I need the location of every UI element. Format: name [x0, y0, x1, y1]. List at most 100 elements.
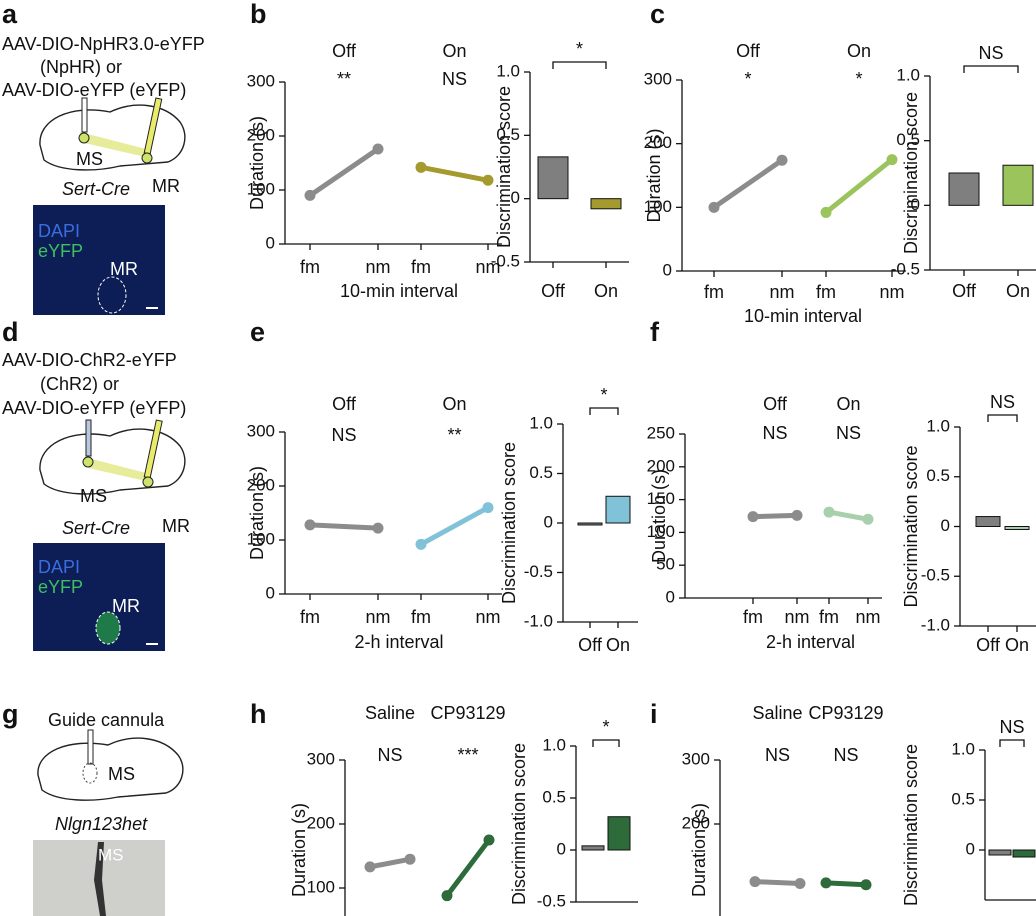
mean-point: [372, 522, 384, 534]
y-axis-label: Discrimination score: [509, 743, 529, 905]
bar: [581, 845, 605, 851]
mean-line: [828, 509, 869, 522]
y-tick-label: 0.5: [951, 789, 975, 808]
region: MS: [76, 149, 103, 169]
x-tick-label: nm: [769, 282, 794, 302]
image-label: DAPI: [38, 221, 80, 241]
y-tick-label: 100: [247, 179, 275, 198]
significance-bracket: [987, 414, 1018, 422]
y-tick-label: 0: [266, 583, 275, 602]
panel-label: d: [2, 317, 19, 347]
y-tick-label: -1.0: [921, 615, 950, 634]
x-tick-label: nm: [784, 607, 809, 627]
image-label: eYFP: [38, 241, 83, 261]
x-axis-label: 2-h interval: [354, 632, 443, 652]
x-tick-label: On: [606, 635, 630, 655]
y-tick-label: 0: [557, 839, 566, 858]
x-tick-label: nm: [475, 257, 500, 277]
bar: [988, 849, 1012, 856]
mean-point: [404, 853, 416, 865]
region: MR: [162, 516, 190, 536]
x-tick-label: Off: [578, 635, 603, 655]
y-axis-label: Duration (s): [649, 469, 669, 563]
bar: [948, 172, 980, 206]
x-tick-label: On: [1006, 281, 1030, 301]
x-tick-label: fm: [743, 607, 763, 627]
y-tick-label: 0.5: [496, 125, 520, 144]
y-axis-label: Duration (s): [247, 466, 267, 560]
group-label: Saline: [752, 703, 802, 723]
y-axis-label: Discrimination score: [901, 92, 921, 254]
mean-point: [860, 879, 872, 891]
y-tick-label: -0.5: [524, 562, 553, 581]
group-label: On: [836, 394, 860, 414]
panel-label: f: [650, 317, 660, 347]
y-tick-label: 0.5: [529, 463, 553, 482]
panel-label: c: [650, 0, 665, 29]
y-tick-label: 0.5: [896, 130, 920, 149]
y-tick-label: 300: [247, 421, 275, 440]
micrograph: [33, 205, 165, 315]
y-tick-label: 1.0: [926, 416, 950, 435]
y-tick-label: 200: [247, 475, 275, 494]
mean-point: [862, 513, 874, 525]
y-axis-label: Discrimination score: [494, 86, 514, 248]
panel-label: i: [650, 699, 658, 729]
y-tick-label: 1.0: [542, 735, 566, 754]
bar: [975, 516, 1001, 527]
group-label: On: [442, 394, 466, 414]
mouse-line: Nlgn123het: [55, 814, 148, 834]
bar: [1012, 849, 1036, 858]
y-tick-label: 200: [682, 813, 710, 832]
brain-outline: [39, 104, 186, 171]
significance: NS: [331, 425, 356, 445]
y-tick-label: 300: [307, 749, 335, 768]
mean-point: [823, 506, 835, 518]
y-tick-label: 0: [966, 839, 975, 858]
significance-bracket: [999, 739, 1025, 747]
mean-point: [776, 154, 788, 166]
image-label: eYFP: [38, 577, 83, 597]
y-tick-label: 1.0: [529, 413, 553, 432]
mean-point: [483, 834, 495, 846]
y-tick-label: 0: [663, 260, 672, 279]
mean-point: [441, 890, 453, 902]
bar: [537, 156, 569, 200]
x-tick-label: nm: [855, 607, 880, 627]
x-axis-label: 10-min interval: [340, 281, 458, 301]
x-tick-label: fm: [819, 607, 839, 627]
construct: AAV-DIO-NpHR3.0-eYFP: [2, 34, 205, 54]
y-tick-label: 50: [656, 555, 675, 574]
mean-line: [752, 512, 798, 520]
panel-label: g: [2, 699, 19, 729]
panel-label: b: [250, 0, 267, 29]
group-label: Saline: [365, 703, 415, 723]
x-tick-label: On: [594, 281, 618, 301]
group-label: Off: [736, 41, 761, 61]
significance: *: [602, 717, 609, 737]
mean-line: [308, 146, 380, 198]
label: Guide cannula: [48, 710, 165, 730]
mean-point: [749, 876, 761, 888]
significance: *: [855, 69, 862, 89]
x-tick-label: nm: [365, 257, 390, 277]
y-axis-label: Duration (s): [689, 803, 709, 897]
cells: [78, 132, 90, 144]
group-label: On: [442, 41, 466, 61]
mean-point: [364, 861, 376, 873]
x-tick-label: nm: [879, 282, 904, 302]
x-tick-label: fm: [411, 607, 431, 627]
x-tick-label: fm: [411, 257, 431, 277]
y-tick-label: 300: [247, 71, 275, 90]
y-axis-label: Duration (s): [289, 803, 309, 897]
y-tick-label: 0: [266, 233, 275, 252]
mean-line: [420, 164, 489, 183]
construct: (NpHR) or: [40, 57, 122, 77]
y-tick-label: 1.0: [896, 65, 920, 84]
image-label: MS: [98, 845, 124, 864]
bar: [577, 522, 603, 526]
group-label: CP93129: [430, 703, 505, 723]
y-tick-label: 1.0: [496, 61, 520, 80]
mean-line: [445, 838, 491, 898]
